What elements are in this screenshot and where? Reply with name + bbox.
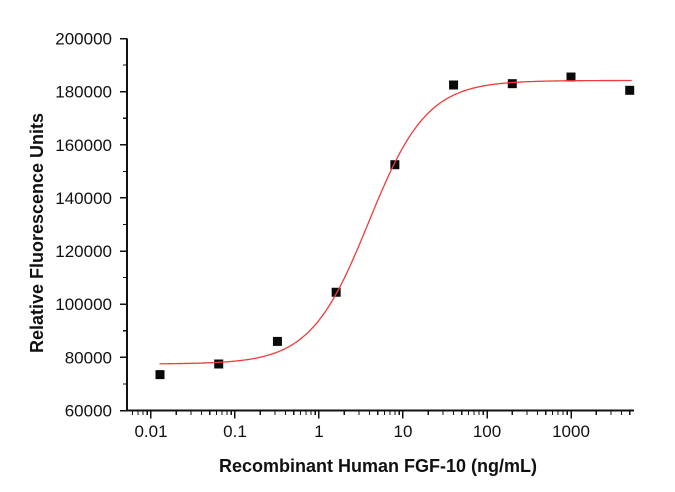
axis-frame — [126, 38, 634, 412]
y-tick-label: 160000 — [55, 136, 112, 155]
data-point-marker — [449, 80, 459, 90]
data-point-marker — [272, 336, 282, 346]
y-tick-label: 180000 — [55, 83, 112, 102]
y-tick-label: 120000 — [55, 242, 112, 261]
y-tick-label: 100000 — [55, 295, 112, 314]
data-point-marker — [331, 287, 341, 297]
data-point-marker — [390, 160, 400, 170]
data-point-marker — [214, 359, 224, 369]
y-tick-label: 200000 — [55, 30, 112, 49]
x-tick-label: 1 — [314, 422, 323, 441]
fit-curve — [159, 79, 632, 365]
y-tick-label: 60000 — [65, 402, 112, 421]
y-axis-title: Relative Fluorescence Units — [27, 113, 47, 353]
x-tick-label: 100 — [473, 422, 501, 441]
x-tick-label: 0.1 — [223, 422, 247, 441]
data-point-marker — [566, 72, 576, 82]
data-point-marker — [625, 85, 635, 95]
y-tick-label: 80000 — [65, 348, 112, 367]
plot-area: 60000 80000 100000 120000 140000 160000 180000… — [55, 30, 635, 441]
data-point-marker — [155, 370, 165, 380]
data-point-marker — [507, 79, 517, 89]
x-axis-title: Recombinant Human FGF-10 (ng/mL) — [219, 456, 537, 476]
x-tick-label: 10 — [394, 422, 413, 441]
x-tick-label: 0.01 — [134, 422, 167, 441]
x-tick-label: 1000 — [552, 422, 590, 441]
y-tick-label: 140000 — [55, 189, 112, 208]
